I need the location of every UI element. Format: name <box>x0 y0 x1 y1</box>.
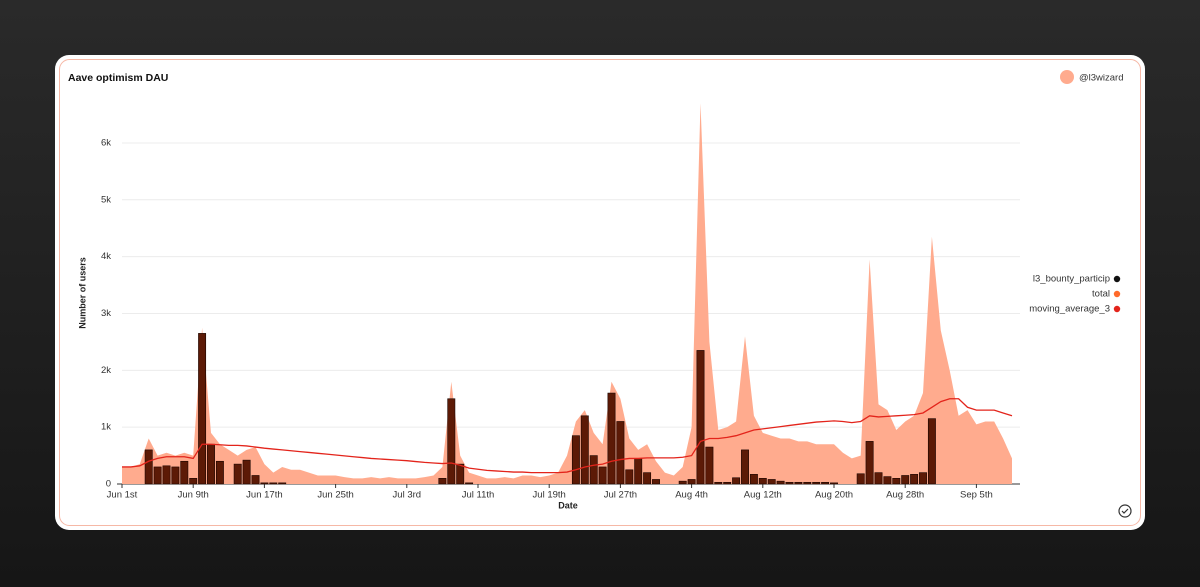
bar <box>919 472 927 485</box>
author-dot <box>1060 70 1074 84</box>
bar <box>251 475 260 485</box>
bar <box>732 477 741 485</box>
bar <box>589 455 598 485</box>
y-tick-label: 3k <box>101 308 111 319</box>
bar <box>207 443 215 485</box>
bar <box>180 460 189 485</box>
x-tick-label: Aug 12th <box>744 490 782 501</box>
x-tick-label: Aug 20th <box>815 490 853 501</box>
bar <box>652 479 660 485</box>
bar <box>598 466 607 485</box>
bar <box>901 475 910 485</box>
check-icon[interactable] <box>1118 504 1132 518</box>
legend-label: total <box>1092 289 1110 300</box>
bar <box>714 481 723 485</box>
bar <box>144 449 153 485</box>
bar <box>794 481 803 485</box>
legend-dot <box>1113 290 1121 298</box>
x-tick-label: Jul 11th <box>462 490 495 501</box>
bar <box>874 472 883 485</box>
bar <box>438 478 447 485</box>
bar <box>741 449 749 485</box>
bar <box>856 473 865 485</box>
bar <box>910 474 919 485</box>
y-tick-label: 5k <box>101 194 111 205</box>
legend-label: l3_bounty_particip <box>1033 274 1110 285</box>
x-tick-label: Jun 25th <box>317 490 353 501</box>
y-tick-label: 1k <box>101 422 111 433</box>
bar <box>803 481 812 485</box>
y-axis-title: Number of users <box>77 257 87 329</box>
chart-title: Aave optimism DAU <box>68 72 168 84</box>
bar <box>465 482 474 485</box>
x-tick-label: Aug 4th <box>675 490 708 501</box>
bar <box>785 481 794 485</box>
y-tick-label: 0 <box>106 479 111 490</box>
bar <box>776 480 785 485</box>
bar <box>643 472 652 485</box>
chart-card: Aave optimism DAU @l3wizard Date Number … <box>55 55 1145 530</box>
legend-label: moving_average_3 <box>1029 304 1110 315</box>
bar <box>171 466 180 485</box>
bar <box>242 459 251 485</box>
bar <box>723 481 732 485</box>
x-tick-label: Jun 17th <box>246 490 282 501</box>
bar <box>758 478 767 485</box>
card-border <box>59 59 1141 526</box>
x-tick-label: Jul 19th <box>533 490 566 501</box>
x-axis-title: Date <box>558 500 578 510</box>
bar <box>892 478 901 485</box>
y-tick-label: 6k <box>101 137 111 148</box>
bar <box>927 418 936 485</box>
bar <box>634 458 643 485</box>
y-tick-label: 4k <box>101 251 111 262</box>
bar <box>607 392 616 485</box>
x-tick-label: Aug 28th <box>886 490 924 501</box>
bar <box>696 350 705 485</box>
author: @l3wizard <box>1079 73 1124 84</box>
bar <box>189 478 198 485</box>
bar <box>456 463 465 485</box>
bar <box>198 333 207 485</box>
bar <box>705 446 714 485</box>
x-tick-label: Jun 1st <box>107 490 138 501</box>
bar <box>865 441 874 485</box>
bar <box>233 463 242 485</box>
x-tick-label: Jul 27th <box>604 490 637 501</box>
bar <box>162 465 171 485</box>
bar <box>812 481 821 485</box>
bar <box>215 460 224 485</box>
bar <box>625 469 634 485</box>
bar <box>260 482 269 485</box>
bar <box>749 474 758 485</box>
y-tick-label: 2k <box>101 365 111 376</box>
bar <box>269 482 278 485</box>
bar <box>767 479 776 485</box>
bar <box>678 480 687 485</box>
check-mark <box>1121 508 1129 514</box>
bar <box>278 482 287 485</box>
bar <box>616 421 625 485</box>
bar <box>153 466 162 485</box>
chart: Aave optimism DAU @l3wizard Date Number … <box>59 59 1141 526</box>
bar <box>821 481 830 485</box>
bar <box>830 482 838 485</box>
bar <box>447 398 456 485</box>
x-tick-label: Jul 3rd <box>393 490 422 501</box>
bar <box>571 435 580 485</box>
x-tick-label: Sep 5th <box>960 490 993 501</box>
legend-dot <box>1113 275 1121 283</box>
bar <box>580 415 589 485</box>
x-tick-label: Jun 9th <box>178 490 209 501</box>
line <box>122 398 1013 474</box>
bar <box>883 476 892 485</box>
bar <box>687 479 696 485</box>
legend-dot <box>1113 305 1121 313</box>
